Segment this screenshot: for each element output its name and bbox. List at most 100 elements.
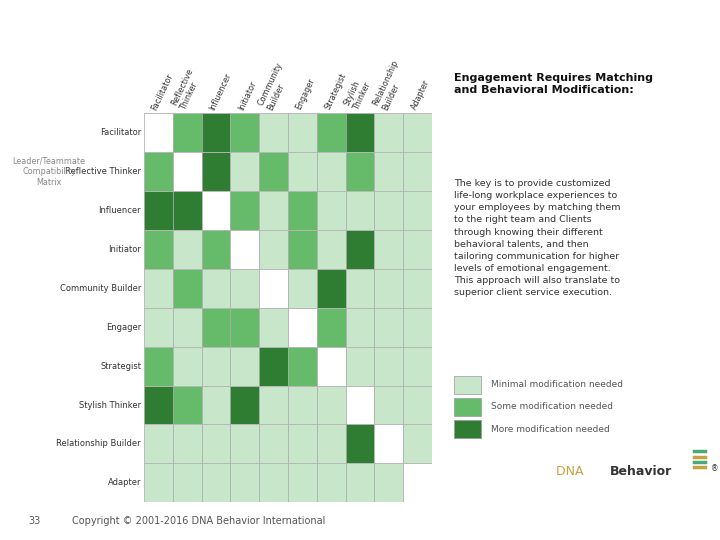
Bar <box>259 424 288 463</box>
Bar <box>374 386 403 424</box>
Bar <box>374 463 403 502</box>
Bar <box>403 230 432 269</box>
Bar <box>346 113 374 152</box>
Bar <box>173 152 202 191</box>
Bar <box>374 113 403 152</box>
Text: Initiator: Initiator <box>108 245 141 254</box>
Bar <box>346 191 374 230</box>
Bar <box>259 191 288 230</box>
Bar <box>346 386 374 424</box>
Bar <box>230 347 259 386</box>
Bar <box>173 308 202 347</box>
Bar <box>259 308 288 347</box>
Text: Relationship Builder: Relationship Builder <box>56 440 141 448</box>
Bar <box>317 113 346 152</box>
Bar <box>173 463 202 502</box>
Bar <box>317 386 346 424</box>
Bar <box>454 420 481 438</box>
Text: Strategist: Strategist <box>323 72 348 111</box>
Bar <box>403 269 432 308</box>
Bar <box>173 113 202 152</box>
Bar <box>230 152 259 191</box>
Bar <box>230 269 259 308</box>
Bar <box>346 230 374 269</box>
Bar <box>374 152 403 191</box>
Bar <box>454 397 481 416</box>
Bar <box>288 113 317 152</box>
Bar <box>144 269 173 308</box>
Bar <box>144 230 173 269</box>
Bar <box>288 308 317 347</box>
Text: Teammate: Teammate <box>257 0 319 3</box>
Bar <box>288 347 317 386</box>
Bar <box>202 230 230 269</box>
Text: Behavior: Behavior <box>611 465 672 478</box>
Bar <box>454 375 481 394</box>
Text: Community Builder: Community Builder <box>60 284 141 293</box>
Text: Facilitator: Facilitator <box>100 129 141 137</box>
Bar <box>403 152 432 191</box>
Bar <box>144 308 173 347</box>
Bar <box>374 308 403 347</box>
Bar <box>230 386 259 424</box>
Bar <box>346 347 374 386</box>
Text: The key is to provide customized
life-long workplace experiences to
your employe: The key is to provide customized life-lo… <box>454 179 620 298</box>
Bar <box>403 463 432 502</box>
Bar <box>288 386 317 424</box>
Bar <box>374 230 403 269</box>
Bar <box>317 308 346 347</box>
Bar <box>346 308 374 347</box>
Bar <box>374 347 403 386</box>
Bar <box>144 463 173 502</box>
Bar <box>317 152 346 191</box>
Bar <box>144 191 173 230</box>
Text: 33: 33 <box>29 516 41 526</box>
Bar <box>202 424 230 463</box>
Bar <box>317 269 346 308</box>
Text: Copyright © 2001-2016 DNA Behavior International: Copyright © 2001-2016 DNA Behavior Inter… <box>72 516 325 526</box>
Bar <box>259 463 288 502</box>
Bar <box>259 347 288 386</box>
Bar <box>288 269 317 308</box>
Bar <box>173 424 202 463</box>
Bar <box>259 152 288 191</box>
Bar <box>317 230 346 269</box>
Text: Initiator: Initiator <box>237 79 258 111</box>
Bar <box>374 424 403 463</box>
Text: ®: ® <box>711 464 719 474</box>
Text: Reflective Thinker: Reflective Thinker <box>65 167 141 176</box>
Text: Reflective
Thinker: Reflective Thinker <box>170 67 204 111</box>
Bar <box>259 386 288 424</box>
Bar <box>202 463 230 502</box>
Bar <box>403 191 432 230</box>
Bar <box>317 191 346 230</box>
Bar <box>173 191 202 230</box>
Bar <box>173 230 202 269</box>
Text: Engager: Engager <box>106 323 141 332</box>
Bar <box>230 463 259 502</box>
Bar <box>144 152 173 191</box>
Bar <box>288 230 317 269</box>
Bar <box>403 386 432 424</box>
Bar <box>202 347 230 386</box>
Bar <box>202 191 230 230</box>
Bar <box>230 113 259 152</box>
Bar <box>374 191 403 230</box>
Text: Facilitator: Facilitator <box>150 72 175 111</box>
Bar <box>346 269 374 308</box>
Bar <box>230 424 259 463</box>
Bar <box>259 269 288 308</box>
Bar <box>173 386 202 424</box>
Bar <box>288 191 317 230</box>
Text: Some modification needed: Some modification needed <box>491 402 613 411</box>
Bar <box>173 269 202 308</box>
Bar <box>202 308 230 347</box>
Text: Engager: Engager <box>294 77 317 111</box>
Text: More modification needed: More modification needed <box>491 424 610 434</box>
Bar <box>403 308 432 347</box>
Bar <box>288 463 317 502</box>
Bar <box>288 424 317 463</box>
Bar <box>202 113 230 152</box>
Bar <box>403 424 432 463</box>
Bar <box>173 347 202 386</box>
